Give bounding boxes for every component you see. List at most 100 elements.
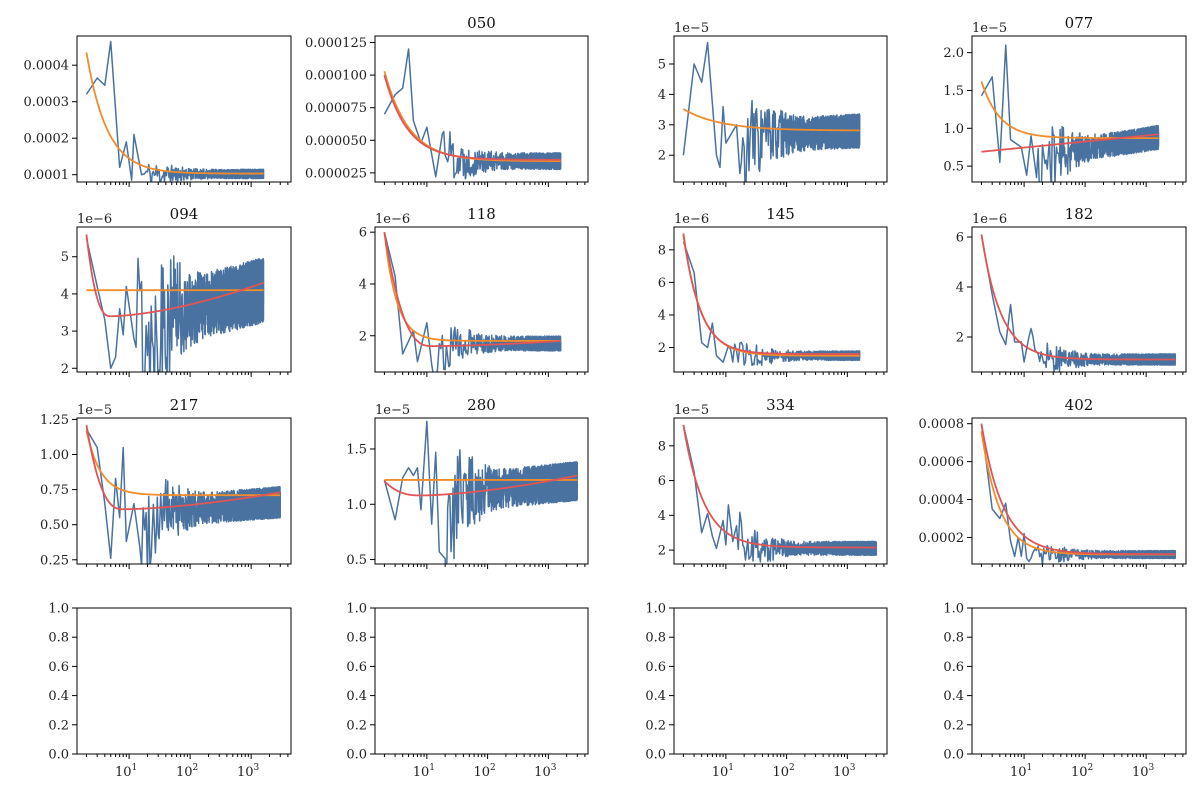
y-tick-label: 1.0: [943, 122, 964, 137]
series-data-line: [383, 420, 579, 564]
y-tick-label: 2: [658, 341, 666, 356]
y-tick-label: 1.0: [645, 602, 666, 617]
series-fit-a-line: [383, 232, 561, 342]
y-tick-label: 6: [956, 231, 964, 246]
series-fit-b-line: [383, 232, 561, 348]
y-tick-label: 0.000125: [305, 36, 367, 51]
series-data-line: [980, 44, 1160, 182]
plot-area: [383, 420, 579, 564]
y-tick-label: 0.4: [48, 689, 69, 704]
series-fit-b-line: [85, 234, 264, 318]
y-tick-label: 0.5: [346, 553, 367, 568]
subplot-3: 2 3 4 5 1e−5: [658, 21, 888, 187]
series-data-line: [85, 237, 265, 372]
series-fit-a-line: [85, 52, 264, 175]
y-tick-label: 0.8: [943, 631, 964, 646]
plot-area: [383, 48, 562, 180]
y-tick-label: 0.4: [346, 689, 367, 704]
y-tick-label: 0.0002: [24, 132, 70, 147]
y-tick-label: 1.25: [40, 413, 69, 428]
subplot-title: 334: [766, 396, 795, 414]
subplot-2: 0.000025 0.000050 0.000075 0.000100 0.000125…: [305, 14, 589, 187]
subplot-7: 2 4 6 8 145 1e−6: [658, 205, 888, 377]
y-tick-label: 4: [359, 277, 367, 292]
y-tick-label: 0.25: [40, 553, 69, 568]
y-tick-label: 0.6: [645, 660, 666, 675]
y-tick-label: 0.000100: [305, 69, 367, 84]
y-tick-label: 5: [61, 250, 69, 265]
y-tick-label: 0.000075: [305, 101, 367, 116]
series-fit-b-line: [980, 234, 1176, 361]
subplot-title: 145: [766, 205, 795, 223]
x-tick-label: 102: [473, 763, 495, 780]
y-tick-label: 0.0: [346, 748, 367, 763]
series-fit-b-line: [682, 424, 877, 549]
y-tick-label: 0.0: [645, 748, 666, 763]
y-tick-label: 3: [61, 325, 69, 340]
series-fit-b-line: [980, 423, 1176, 556]
subplot-5: 2 3 4 5 094 1e−6: [61, 205, 292, 377]
y-tick-label: 4: [658, 88, 666, 103]
y-tick-label: 0.0003: [24, 95, 70, 110]
series-data-line: [682, 241, 861, 367]
subplot-6: 2 4 6 118 1e−6: [359, 205, 589, 377]
series-fit-b-line: [682, 233, 860, 355]
y-offset-label: 1e−5: [972, 21, 1007, 36]
subplot-title: 050: [467, 14, 496, 32]
series-data-line: [682, 41, 861, 182]
subplot-11: 2 4 6 8 334 1e−5: [658, 396, 888, 569]
y-tick-label: 1.5: [346, 442, 367, 457]
axes-frame: [971, 417, 1187, 565]
axes-frame: [76, 607, 292, 755]
y-tick-label: 2.0: [943, 46, 964, 61]
y-tick-label: 0.0001: [24, 168, 70, 183]
subplot-9: 0.25 0.50 0.75 1.00 1.25 217 1e−5: [40, 396, 292, 569]
x-tick-label: 102: [176, 763, 198, 780]
y-offset-label: 1e−6: [77, 212, 112, 227]
axes-frame: [971, 226, 1187, 373]
subplot-title: 077: [1065, 14, 1094, 32]
y-tick-label: 5: [658, 57, 666, 72]
y-tick-label: 0.0006: [919, 455, 965, 470]
y-offset-label: 1e−5: [77, 403, 112, 418]
y-tick-label: 0.8: [48, 631, 69, 646]
x-tick-label: 101: [115, 763, 137, 780]
x-tick-label: 101: [413, 763, 435, 780]
y-tick-label: 0.0: [943, 748, 964, 763]
series-data-line: [85, 428, 282, 564]
series-data-line: [980, 234, 1177, 372]
plot-area: [682, 41, 861, 182]
subplot-title: 118: [467, 205, 496, 223]
plot-area: [980, 44, 1160, 182]
y-tick-label: 2: [658, 149, 666, 164]
y-tick-label: 0.6: [943, 660, 964, 675]
y-tick-label: 0.6: [48, 660, 69, 675]
series-fit-b-line: [383, 74, 561, 161]
y-tick-label: 0.75: [40, 483, 69, 498]
subplot-10: 0.5 1.0 1.5 280 1e−5: [346, 396, 589, 569]
y-tick-label: 0.5: [943, 160, 964, 175]
y-tick-label: 0.4: [645, 689, 666, 704]
x-tick-label: 102: [772, 763, 794, 780]
plot-area: [980, 423, 1177, 564]
axes-frame: [374, 607, 589, 755]
subplot-title: 094: [170, 205, 199, 223]
plot-area: [682, 233, 861, 367]
series-fit-a-line: [85, 430, 281, 497]
y-tick-label: 1.0: [346, 498, 367, 513]
y-tick-label: 0.2: [48, 718, 69, 733]
subplot-8: 2 4 6 182 1e−6: [956, 205, 1187, 377]
subplot-title: 217: [170, 396, 199, 414]
y-offset-label: 1e−5: [674, 21, 709, 36]
y-tick-label: 0.2: [645, 718, 666, 733]
y-tick-label: 1.0: [943, 602, 964, 617]
y-tick-label: 0.0004: [919, 493, 965, 508]
y-tick-label: 3: [658, 118, 666, 133]
subplot-1: 0.0001 0.0002 0.0003 0.0004: [24, 35, 292, 187]
y-tick-label: 0.0004: [24, 59, 70, 74]
y-tick-label: 4: [658, 308, 666, 323]
y-offset-label: 1e−5: [674, 403, 709, 418]
y-tick-label: 4: [61, 287, 69, 302]
y-offset-label: 1e−6: [674, 212, 709, 227]
subplot-13: 0.0 0.2 0.4 0.6 0.8 1.0 101 102 103: [48, 602, 292, 780]
